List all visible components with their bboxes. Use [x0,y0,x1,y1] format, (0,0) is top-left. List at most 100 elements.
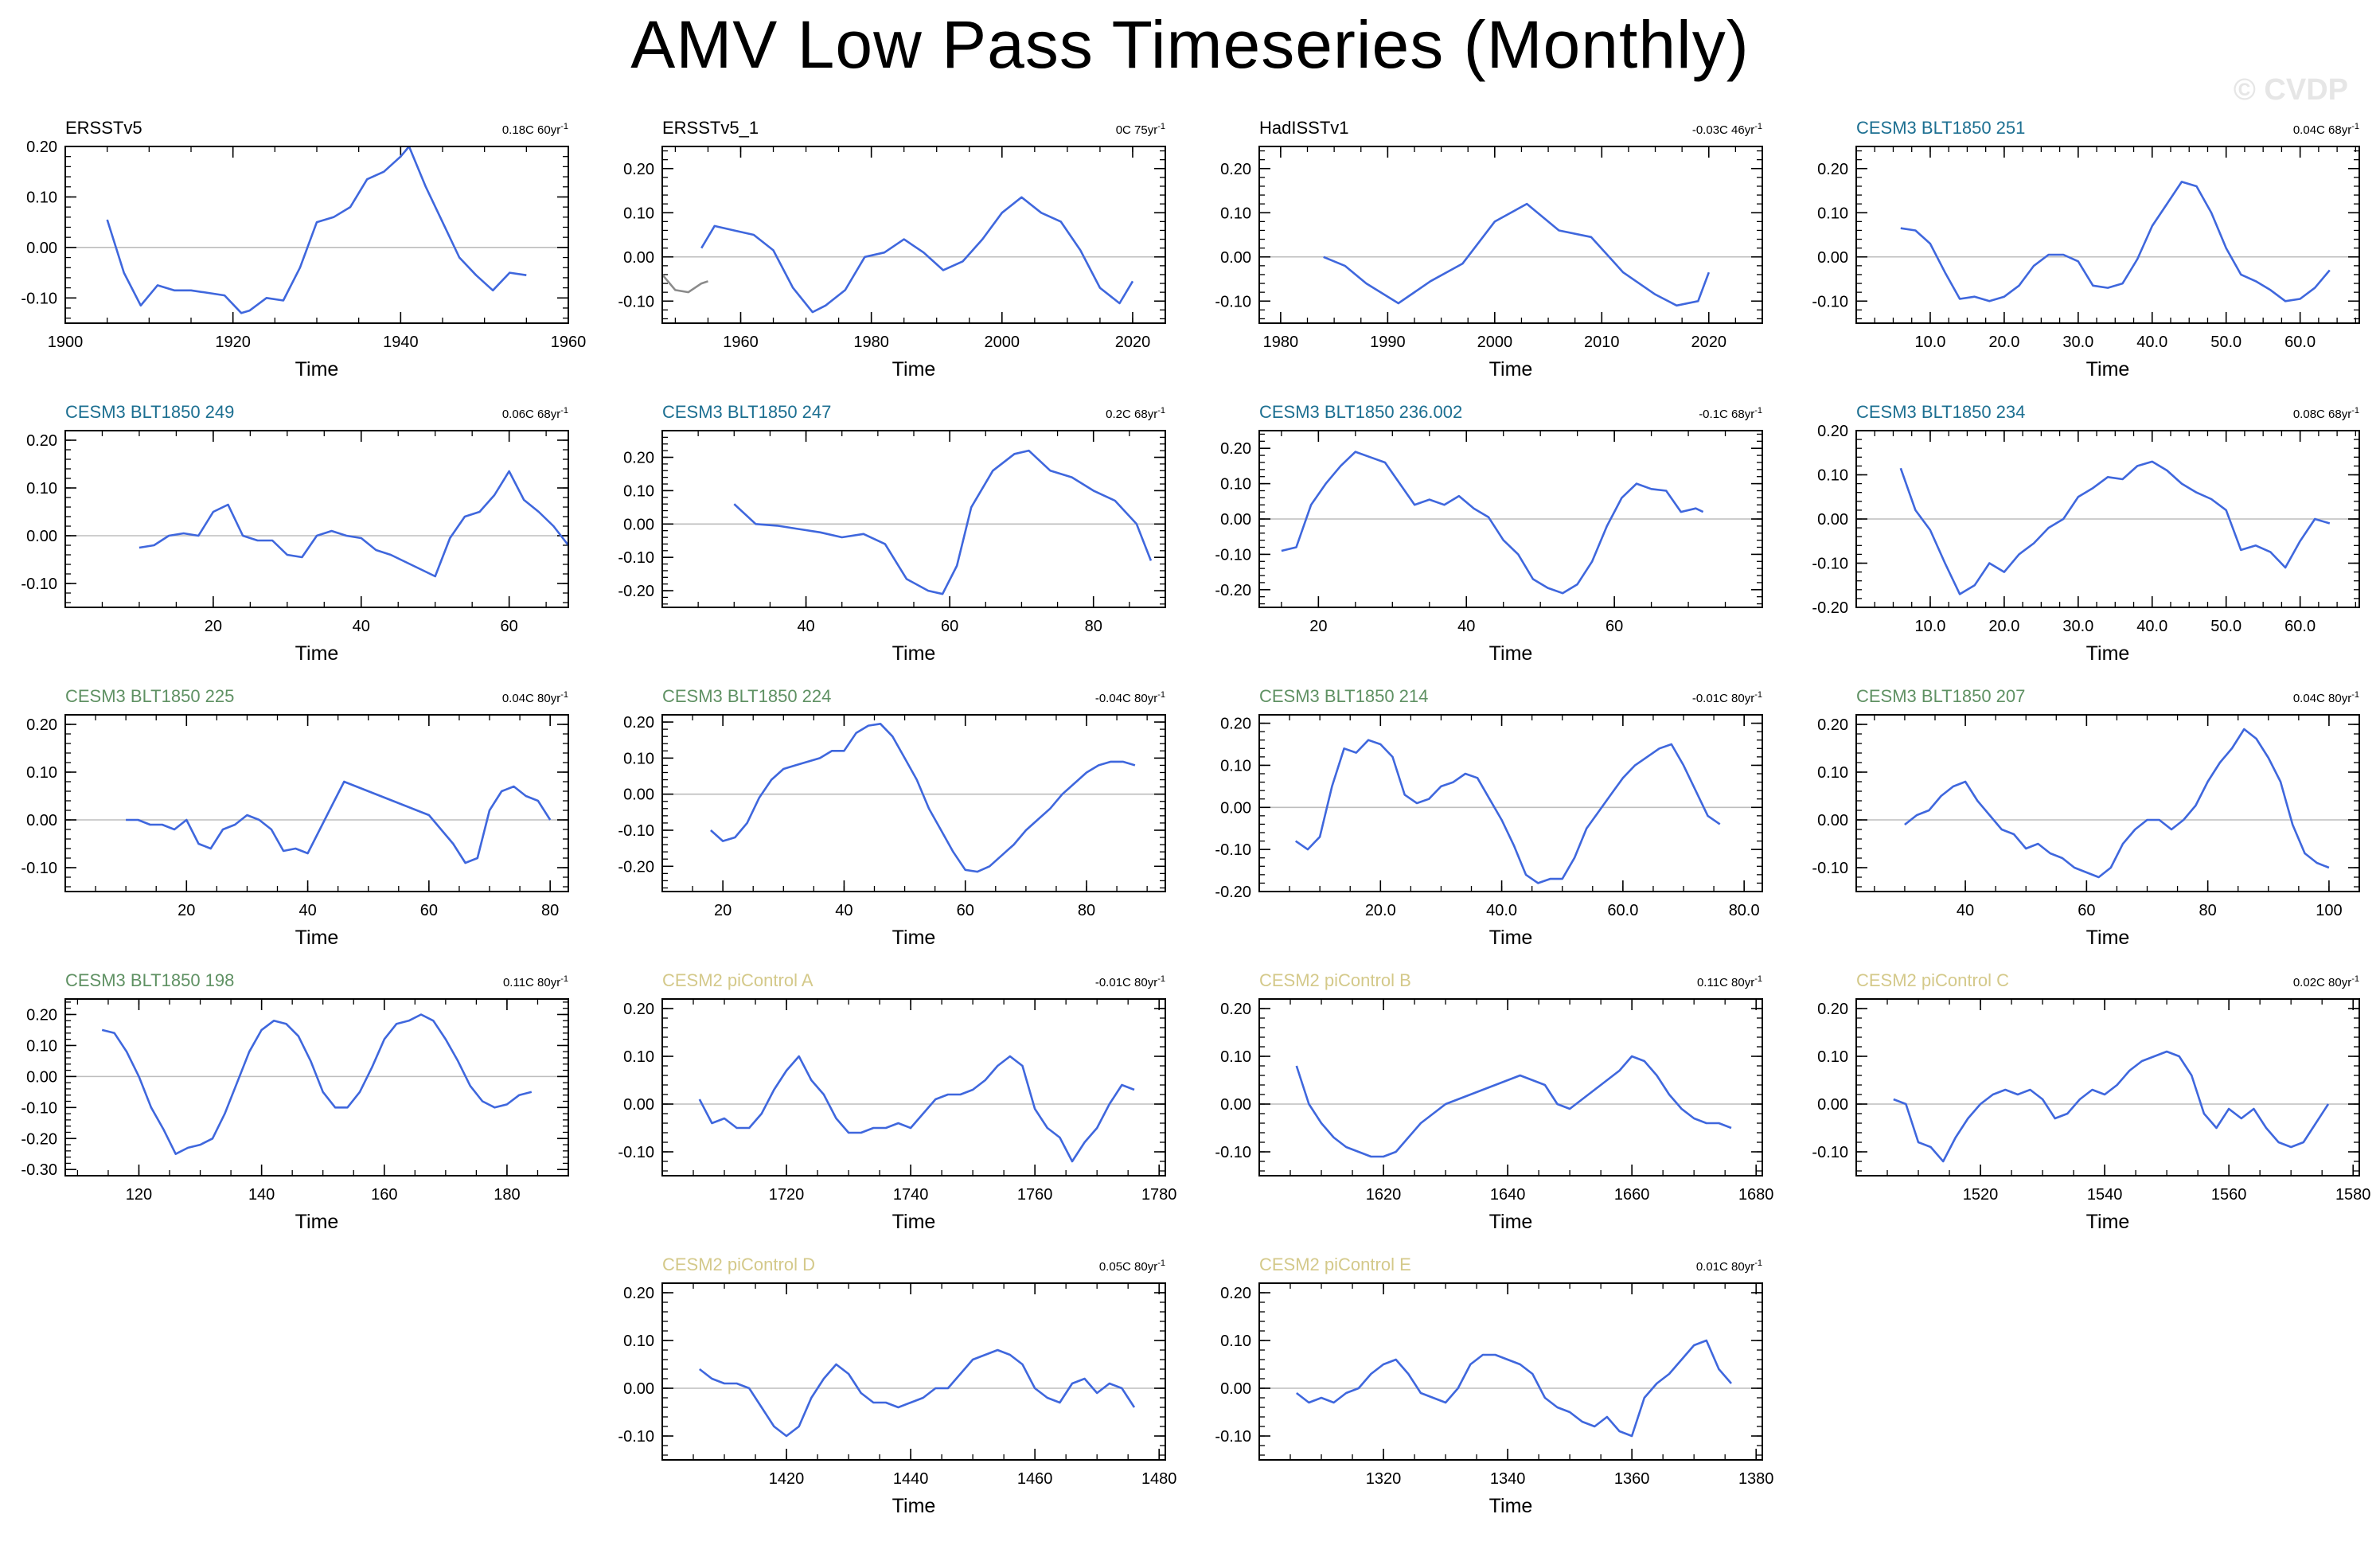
series-line [699,1348,1136,1438]
trend-value: -0.03C 46yr [1692,123,1754,137]
y-tick-label: -0.10 [1812,556,1848,573]
x-tick-label: 40.0 [2136,618,2167,635]
series-line [1296,1339,1732,1438]
x-tick-label: 60 [941,618,958,635]
trend-label: 0.11C 80yr-1 [503,974,568,989]
x-tick-label: 80 [541,902,559,919]
trend-exponent: -1 [1157,122,1165,131]
panel-title: CESM3 BLT1850 198 [65,970,234,990]
x-tick-label: 60.0 [2284,618,2316,635]
plot-frame [1855,714,2360,892]
x-tick-label: 1380 [1738,1470,1774,1488]
x-tick-label: 1560 [2211,1186,2247,1204]
x-tick-label: 1900 [48,334,84,351]
trend-value: 0.2C 68yr [1106,408,1157,421]
y-tick-label: -0.10 [21,1099,57,1117]
trend-value: 0.04C 80yr [2293,692,2351,705]
x-axis-label: Time [1489,1211,1533,1233]
x-tick-label: 10.0 [1914,334,1945,351]
x-tick-label: 50.0 [2210,334,2241,351]
panel-title: CESM3 BLT1850 225 [65,686,234,706]
trend-value: 0.04C 68yr [2293,123,2351,137]
trend-label: 0.08C 68yr-1 [2293,406,2359,421]
x-tick-label: 50.0 [2210,618,2241,635]
y-tick-label: 0.10 [26,1037,57,1055]
panel-title: CESM3 BLT1850 251 [1856,118,2025,138]
x-tick-label: 1780 [1141,1186,1177,1204]
y-tick-label: 0.10 [1220,205,1251,222]
y-tick-label: -0.20 [1215,582,1251,599]
trend-exponent: -1 [1754,1258,1762,1268]
y-tick-label: 0.00 [1817,1096,1848,1114]
y-tick-label: 0.00 [1220,249,1251,267]
trend-value: 0C 75yr [1116,123,1158,137]
y-tick-label: -0.10 [21,576,57,593]
panel-title: CESM3 BLT1850 234 [1856,402,2025,422]
x-axis-label: Time [892,1495,936,1517]
plot-frame [1258,714,1763,892]
series-line [1893,1050,2330,1163]
x-tick-label: 60 [2078,902,2095,919]
x-tick-label: 80 [1085,618,1102,635]
y-tick-label: -0.10 [1812,860,1848,877]
x-axis-label: Time [2086,927,2130,949]
x-axis-label: Time [1489,1495,1533,1517]
x-tick-label: 80 [2199,902,2217,919]
cvdp-watermark: © CVDP [2233,73,2348,107]
trend-exponent: -1 [1754,122,1762,131]
y-tick-label: 0.20 [26,432,57,450]
y-tick-label: 0.20 [1817,161,1848,178]
trend-exponent: -1 [560,690,568,700]
y-tick-label: -0.10 [618,549,654,567]
x-axis-label: Time [892,358,936,380]
chart-panel: -0.20 -0.10 0.00 0.10 0.20 20 40 60 80 CESM3 BLT1… [618,686,1166,949]
x-tick-label: 60 [957,902,974,919]
series-line [1904,728,2330,879]
y-tick-label: 0.00 [623,516,654,533]
y-tick-label: 0.00 [1220,1380,1251,1398]
trend-value: 0.06C 68yr [502,408,560,421]
x-tick-label: 1480 [1141,1470,1177,1488]
panel-title: ERSSTv5_1 [662,118,759,138]
x-tick-label: 1990 [1370,334,1406,351]
y-tick-label: 0.20 [26,716,57,734]
x-axis-label: Time [295,358,339,380]
x-tick-label: 1740 [893,1186,929,1204]
x-axis-label: Time [1489,358,1533,380]
plot-frame [661,998,1166,1177]
plot-frame [1258,146,1763,324]
plot-frame [64,146,569,324]
x-axis-label: Time [1489,642,1533,665]
y-tick-label: -0.20 [618,858,654,876]
x-tick-label: 20.0 [1365,902,1396,919]
x-tick-label: 40 [1957,902,1974,919]
y-tick-label: -0.10 [1812,293,1848,310]
series-line [700,196,1134,314]
x-tick-label: 60.0 [1607,902,1638,919]
y-tick-label: 0.00 [623,1096,654,1114]
trend-exponent: -1 [2351,122,2359,131]
y-tick-label: 0.20 [1220,716,1251,733]
panel-title: CESM3 BLT1850 236.002 [1259,402,1462,422]
series-line [139,470,568,578]
plot-frame [661,430,1166,608]
x-tick-label: 1320 [1366,1470,1402,1488]
trend-label: 0.04C 80yr-1 [2293,690,2359,705]
x-tick-label: 60 [501,618,518,635]
y-tick-label: 0.20 [1220,440,1251,458]
x-axis-label: Time [2086,642,2130,665]
panel-title: CESM3 BLT1850 249 [65,402,234,422]
x-tick-label: 160 [371,1186,397,1204]
panel-title: CESM2 piControl A [662,970,813,990]
x-tick-label: 1440 [893,1470,929,1488]
y-tick-label: 0.10 [26,764,57,782]
trend-exponent: -1 [1754,974,1762,984]
x-tick-label: 1340 [1490,1470,1526,1488]
chart-panel: -0.10 0.00 0.10 0.20 20 40 60 80 CESM3 BLT1850 2… [21,686,569,949]
y-tick-label: 0.00 [1817,511,1848,529]
x-tick-label: 1920 [215,334,251,351]
chart-panel: -0.10 0.00 0.10 0.20 1620 1640 1660 1680 CESM2 p… [1215,970,1773,1233]
series-line [126,780,552,864]
series-line [1295,1055,1732,1158]
trend-value: -0.04C 80yr [1095,692,1157,705]
